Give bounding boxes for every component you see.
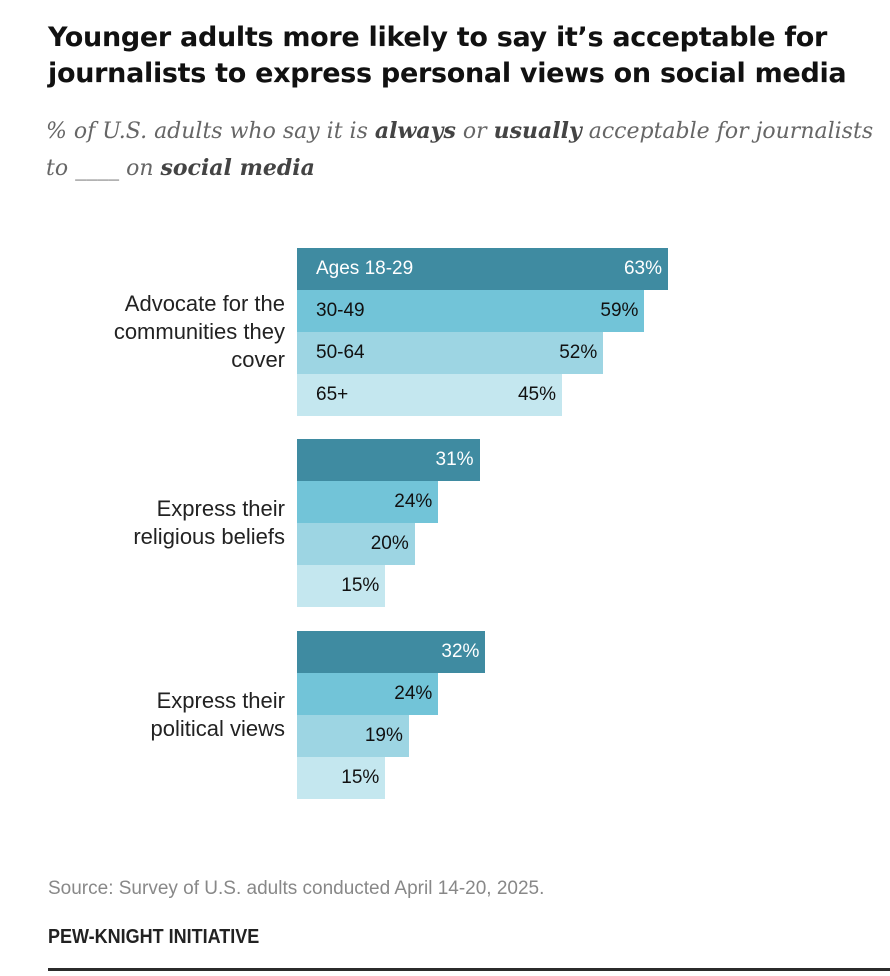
series-label: 65+ [316, 384, 349, 405]
bar: 20% [297, 523, 415, 565]
brand-logo-text: PEW-KNIGHT INITIATIVE [48, 926, 260, 948]
data-label: 20% [370, 533, 409, 554]
category-label: Express their religious beliefs [133, 496, 285, 549]
data-label: 52% [559, 342, 598, 363]
data-label: 45% [517, 384, 556, 405]
footer-rule [48, 968, 890, 971]
bar: 24% [297, 481, 439, 523]
series-label: 50-64 [316, 342, 365, 363]
bar: 32% [297, 631, 486, 673]
subtitle-emphasis: always [374, 118, 456, 144]
bar: Ages 18-29 63% [297, 248, 668, 290]
category-label: Advocate for the communities they cover [113, 291, 285, 372]
series-label: Ages 18-29 [316, 258, 414, 279]
data-label: 24% [394, 491, 433, 512]
data-label: 15% [341, 767, 380, 788]
bar: 30-49 59% [297, 290, 645, 332]
chart-title: Younger adults more likely to say it’s a… [48, 22, 847, 89]
subtitle-text: acceptable for journalists to ____ on [46, 119, 874, 181]
series-label: 30-49 [316, 300, 365, 321]
bar: 15% [297, 565, 386, 607]
data-label: 59% [600, 300, 639, 321]
bar: 65+ 45% [297, 374, 562, 416]
data-label: 63% [623, 258, 662, 279]
data-label: 32% [441, 641, 480, 662]
data-label: 15% [341, 575, 380, 596]
source-note: Source: Survey of U.S. adults conducted … [48, 878, 545, 899]
bar: 24% [297, 673, 439, 715]
bar: 19% [297, 715, 409, 757]
bar: 15% [297, 757, 386, 799]
data-label: 19% [364, 725, 403, 746]
chart-subtitle: % of U.S. adults who say it is always or… [46, 113, 886, 187]
data-label: 24% [394, 683, 433, 704]
subtitle-emphasis: social media [160, 155, 315, 181]
bar: 31% [297, 439, 480, 481]
subtitle-text: % of U.S. adults who say it is [46, 119, 375, 144]
subtitle-text: or [455, 119, 494, 144]
category-label: Express their political views [150, 688, 286, 741]
subtitle-emphasis: usually [493, 118, 582, 144]
bar: 50-64 52% [297, 332, 604, 374]
data-label: 31% [435, 449, 474, 470]
